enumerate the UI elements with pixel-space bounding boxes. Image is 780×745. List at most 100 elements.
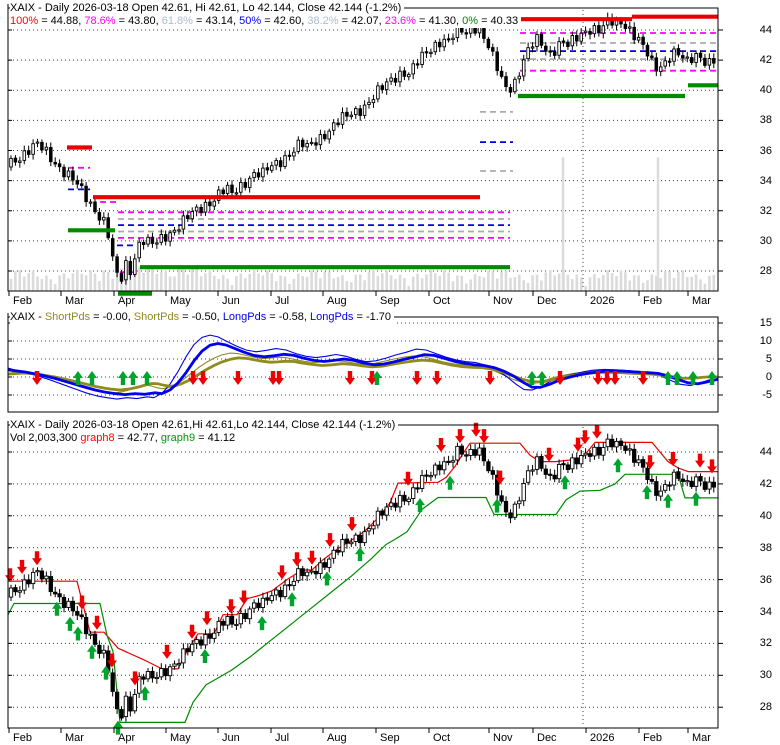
y-axis-label: 40 [759, 510, 772, 522]
y-axis-label: 44 [759, 446, 772, 458]
panel3-candles [8, 433, 716, 722]
sell-signal-arrow [495, 470, 505, 485]
sell-signal-arrow [32, 371, 42, 385]
buy-signal-arrow [65, 616, 75, 631]
buy-signal-arrow [642, 485, 652, 500]
buy-signal-arrow [87, 644, 97, 659]
buy-signal-arrow [560, 475, 570, 490]
panel3-grid [9, 427, 717, 727]
buy-signal-arrow [707, 371, 717, 385]
oscillator-series-value: = -0.58, [266, 311, 310, 323]
sell-signal-arrow [555, 371, 565, 385]
y-axis-label: 36 [759, 574, 772, 586]
volume-spike-bar [561, 157, 565, 291]
sell-signal-arrow [610, 371, 620, 385]
y-axis-label: 40 [759, 84, 772, 96]
fib-level-label: 38.2% [307, 15, 339, 27]
x-axis-label: Mar [692, 295, 711, 307]
panel1-title-text: XAIX - Daily 2026-03-18 Open 42.61, Hi 4… [10, 2, 402, 14]
sell-signal-arrow [602, 371, 612, 385]
support-resistance-lines [67, 14, 718, 296]
sell-signal-arrow [233, 371, 243, 385]
buy-signal-arrow [128, 371, 138, 385]
buy-signal-arrow [140, 686, 150, 701]
fib-level-label: 50% [239, 15, 262, 27]
panel1-grid [9, 10, 717, 290]
x-axis-label: Mar [65, 732, 84, 744]
sell-signal-arrow [130, 671, 140, 686]
sell-signal-arrow [198, 371, 208, 385]
buy-signal-arrow [672, 371, 682, 385]
buy-signal-arrow [663, 493, 673, 508]
lower-stop-line [7, 473, 718, 723]
sell-signal-arrow [471, 422, 481, 437]
sell-signal-arrow [645, 455, 655, 470]
x-axis-label: 2026 [590, 295, 615, 307]
volume-spike-bar [656, 157, 660, 291]
sell-signal-arrow [436, 438, 446, 452]
fib-level-value: = 43.80, [115, 15, 162, 27]
sell-signal-arrow [347, 517, 357, 532]
y-axis-label: 30 [759, 235, 772, 247]
fib-level-value: = 43.14, [192, 15, 240, 27]
buy-signal-arrow [537, 371, 547, 385]
x-axis-label: Oct [433, 732, 451, 744]
sell-signal-arrow [485, 371, 495, 385]
x-axis-label: Jun [222, 295, 240, 307]
panel2-title: XAIX - ShortPds = -0.00, ShortPds = -0.5… [10, 311, 395, 324]
oscillator-series-label: ShortPds [133, 311, 180, 323]
oscillator-signals [32, 371, 717, 385]
oscillator-series-value: = -0.50, [179, 311, 223, 323]
x-axis-label: Feb [13, 732, 32, 744]
fib-level-value: = 44.88, [38, 15, 85, 27]
buy-signal-arrow [663, 371, 673, 385]
oscillator-series-label: LongPds [309, 311, 354, 323]
x-axis-label: Feb [643, 732, 662, 744]
fib-level-label: 61.8% [161, 15, 193, 27]
y-axis-label: 42 [759, 54, 772, 66]
panel1-candles [9, 12, 716, 285]
sell-signal-arrow [77, 595, 87, 610]
sell-signal-arrow [5, 568, 15, 583]
y-axis-label: 10 [759, 335, 772, 347]
y-axis-label: 32 [759, 637, 772, 649]
equals-text: = [114, 432, 128, 444]
panel1-title: XAIX - Daily 2026-03-18 Open 42.61, Hi 4… [10, 2, 405, 15]
panel3-frame [7, 421, 723, 733]
x-axis-label: Oct [433, 295, 451, 307]
sell-signal-arrow [202, 611, 212, 626]
y-axis-label: 5 [765, 353, 772, 365]
x-axis-label: Feb [13, 295, 32, 307]
fib-legend: 100% = 44.88, 78.6% = 43.80, 61.8% = 43.… [10, 15, 522, 28]
oscillator-series-value: = -0.00, [90, 311, 134, 323]
oscillator-lines [7, 334, 719, 400]
sell-signal-arrow [226, 599, 236, 614]
buy-signal-arrow [73, 626, 83, 641]
graph8-label: graph8 [80, 432, 115, 444]
graph9-value: 41.12 [207, 432, 236, 444]
y-axis-label: 28 [759, 265, 772, 277]
buy-signal-arrow [101, 665, 111, 680]
y-axis-label: 42 [759, 478, 772, 490]
volume-label: Vol 2,003,300 [10, 432, 81, 444]
sell-signal-arrow [239, 590, 249, 605]
sell-signal-arrow [544, 447, 554, 462]
buy-signal-arrow [118, 371, 128, 385]
fib-level-label: 23.6% [384, 15, 416, 27]
buy-signal-arrow [492, 498, 502, 513]
sell-signal-arrow [638, 371, 648, 385]
buy-signal-arrow [688, 371, 698, 385]
sell-signal-arrow [325, 533, 335, 548]
sell-signal-arrow [107, 653, 117, 668]
sell-signal-arrow [479, 429, 489, 444]
sell-signal-arrow [188, 371, 198, 385]
fib-level-label: 100% [10, 15, 39, 27]
x-axis-label: Sep [380, 295, 400, 307]
y-axis-label: 36 [759, 145, 772, 157]
sell-signal-arrow [345, 371, 355, 385]
equals-text: = [195, 432, 208, 444]
x-axis-label: Sep [380, 732, 400, 744]
buy-signal-arrow [200, 649, 210, 663]
